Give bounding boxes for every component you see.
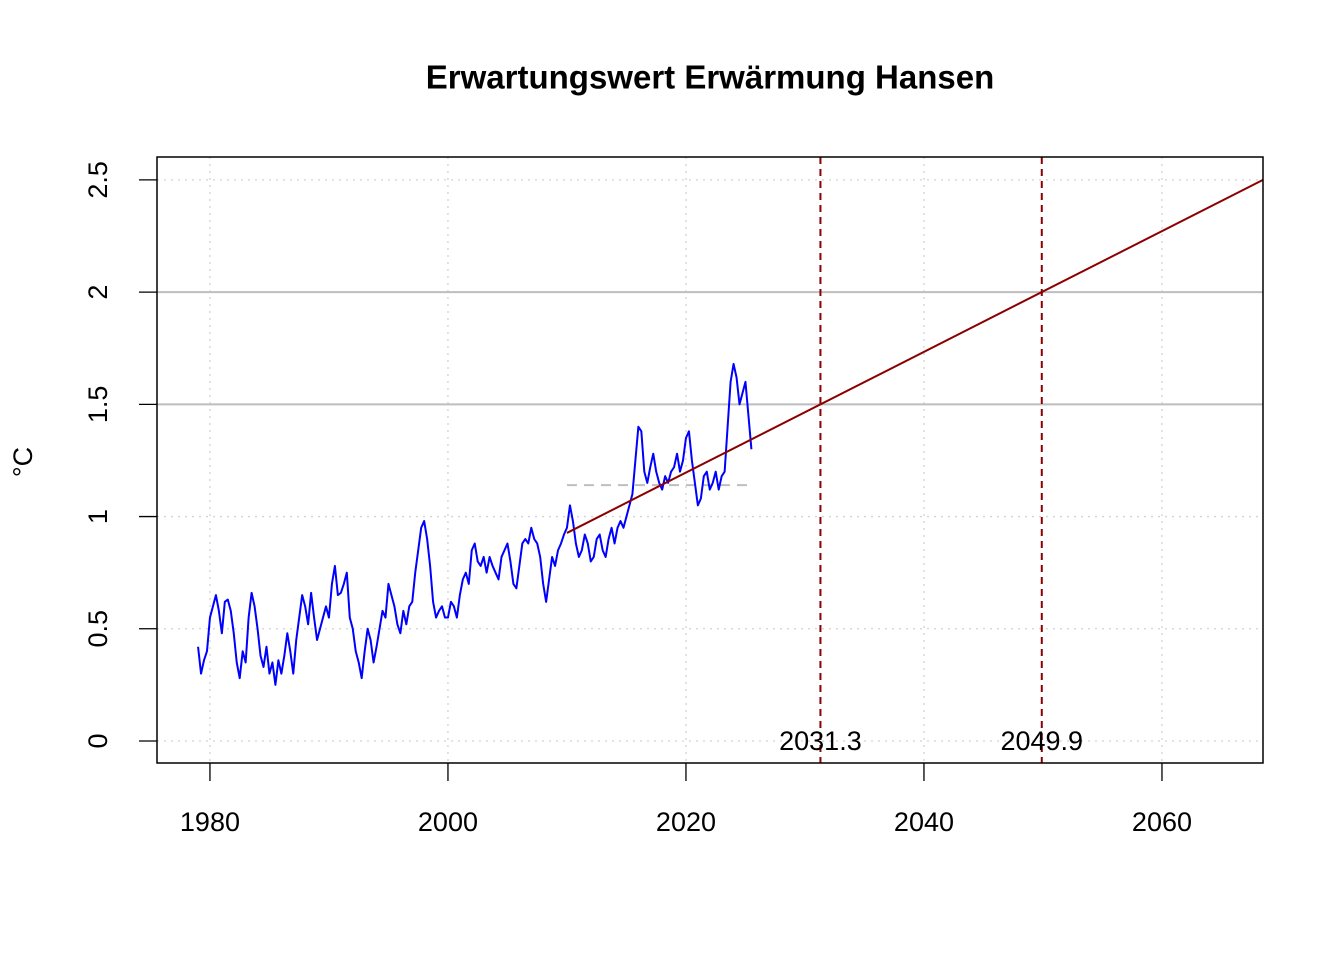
x-tick-label: 2020	[656, 807, 716, 837]
x-tick-label: 1980	[180, 807, 240, 837]
y-tick-label: 1	[83, 509, 113, 524]
y-tick-label: 0	[83, 733, 113, 748]
marker-label: 2049.9	[1000, 726, 1083, 756]
y-tick-label: 2	[83, 285, 113, 300]
y-tick-label: 1.5	[83, 386, 113, 424]
plot-frame	[156, 156, 1264, 764]
x-tick-label: 2040	[894, 807, 954, 837]
x-tick-label: 2060	[1132, 807, 1192, 837]
x-tick-label: 2000	[418, 807, 478, 837]
trend-line	[566, 178, 1264, 534]
marker-label: 2031.3	[779, 726, 862, 756]
y-axis-label: °C	[8, 447, 38, 477]
y-tick-label: 0.5	[83, 610, 113, 648]
data-line	[197, 362, 753, 686]
y-tick-label: 2.5	[83, 161, 113, 199]
chart-title: Erwartungswert Erwärmung Hansen	[426, 59, 994, 96]
